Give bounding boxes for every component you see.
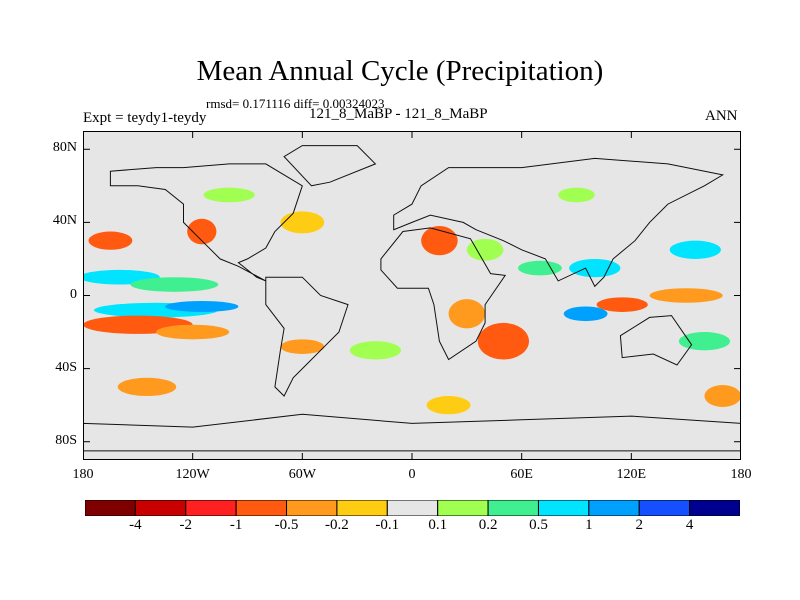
- precip-region-6: [88, 231, 133, 250]
- colorbar-swatch-6: [386, 500, 439, 516]
- precip-region-22: [563, 306, 608, 322]
- colorbar-swatch-3: [235, 500, 288, 516]
- precip-region-5: [156, 324, 230, 340]
- season-label: ANN: [705, 108, 738, 124]
- x-tick-label-5: 120E: [616, 467, 647, 482]
- colorbar-label-8: 0.5: [529, 517, 548, 533]
- x-tick-label-3: 0: [408, 467, 416, 482]
- precip-region-26: [558, 187, 595, 203]
- coastlines: [83, 145, 741, 452]
- colorbar-label-6: 0.1: [428, 517, 448, 533]
- colorbar-swatch-12: [689, 500, 740, 516]
- colorbar-swatch-9: [537, 500, 590, 516]
- colorbar-label-0: -4: [129, 517, 142, 533]
- precip-region-8: [280, 211, 325, 234]
- precip-region-12: [349, 341, 402, 360]
- precip-region-14: [466, 238, 504, 261]
- precip-region-24: [704, 385, 741, 407]
- colorbar-label-10: 2: [635, 517, 643, 533]
- coastline-north-america: [109, 163, 303, 282]
- precip-region-1: [130, 277, 219, 292]
- precip-region-23: [678, 332, 731, 351]
- precip-region-16: [448, 299, 486, 329]
- colorbar-swatch-5: [336, 500, 388, 516]
- x-tick-label-2: 60W: [288, 467, 316, 482]
- x-tick-label-4: 60E: [510, 467, 533, 482]
- y-tick-label-4: 80S: [55, 432, 77, 448]
- precip-region-25: [426, 396, 471, 415]
- colorbar-label-7: 0.2: [478, 517, 498, 533]
- x-tick-label-6: 180: [730, 467, 752, 482]
- colorbar-swatch-1: [134, 500, 187, 516]
- precip-region-11: [280, 339, 325, 354]
- colorbar-swatch-4: [286, 500, 338, 516]
- colorbar-label-4: -0.2: [325, 517, 349, 533]
- coastline-australia: [619, 315, 693, 366]
- colorbar-swatch-0: [85, 500, 136, 516]
- precip-region-20: [649, 288, 723, 303]
- y-tick-label-3: 40S: [55, 359, 77, 375]
- colorbar-swatch-11: [638, 500, 691, 516]
- chart-title: Mean Annual Cycle (Precipitation): [196, 55, 604, 87]
- colorbar-swatch-10: [588, 500, 640, 516]
- coastline-eurasia: [393, 157, 725, 288]
- colorbar-label-2: -1: [229, 517, 243, 533]
- case-label: 121_8_MaBP - 121_8_MaBP: [309, 106, 488, 122]
- colorbar-label-5: -0.1: [375, 517, 400, 533]
- experiment-label: Expt = teydy1-teydy: [83, 110, 207, 126]
- precip-region-7: [187, 218, 217, 245]
- map-background: [83, 131, 741, 460]
- x-tick-label-0: 180: [72, 467, 94, 482]
- precip-region-21: [669, 240, 721, 259]
- precip-regions: [83, 187, 741, 415]
- colorbar-label-3: -0.5: [274, 517, 299, 533]
- precip-region-15: [477, 322, 529, 360]
- colorbar: [85, 500, 740, 516]
- map-plot: [83, 131, 741, 460]
- colorbar-label-9: 1: [585, 517, 593, 533]
- coastline-africa: [380, 227, 507, 361]
- colorbar-swatch-7: [437, 500, 489, 516]
- precip-region-19: [596, 297, 648, 312]
- precip-region-18: [569, 258, 621, 278]
- y-tick-label-2: 0: [70, 286, 77, 302]
- y-tick-label-0: 80N: [52, 140, 77, 156]
- x-tick-label-1: 120W: [175, 467, 210, 482]
- axis-ticks: [83, 131, 741, 460]
- colorbar-label-1: -2: [179, 517, 193, 533]
- stats-label: rmsd= 0.171116 diff= 0.00324023: [206, 96, 385, 111]
- coastline-antarctica: [83, 413, 741, 452]
- colorbar-label-11: 4: [685, 517, 694, 533]
- precip-region-3: [165, 300, 239, 312]
- precip-region-10: [117, 377, 177, 397]
- y-tick-label-1: 40N: [52, 213, 77, 229]
- precip-region-9: [203, 187, 255, 203]
- coastline-greenland: [283, 145, 377, 187]
- colorbar-swatch-2: [185, 500, 237, 516]
- coastline-south-america: [265, 276, 349, 397]
- precip-region-17: [518, 260, 562, 276]
- colorbar-swatch-8: [487, 500, 539, 516]
